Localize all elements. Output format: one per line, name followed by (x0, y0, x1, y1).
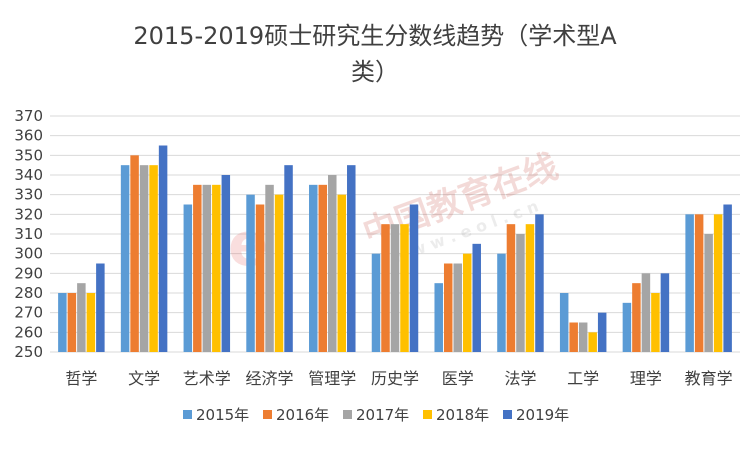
bar-2018年-教育学 (713, 214, 723, 352)
bar-2017年-教育学 (704, 234, 713, 352)
legend-label: 2017年 (356, 406, 409, 424)
bar-2017年-工学 (578, 322, 588, 352)
y-tick-label: 280 (14, 284, 43, 302)
bar-2015年-教育学 (685, 214, 694, 352)
bar-2019年-历史学 (409, 204, 419, 352)
bar-2017年-法学 (516, 234, 525, 352)
bar-2015年-艺术学 (183, 204, 193, 352)
y-tick-label: 310 (14, 225, 43, 243)
legend-swatch (423, 410, 432, 419)
bar-2017年-艺术学 (202, 184, 212, 352)
bar-2016年-理学 (632, 283, 641, 352)
bar-2015年-工学 (559, 293, 569, 352)
y-tick-label: 300 (14, 245, 43, 263)
bar-2019年-医学 (472, 243, 481, 352)
chart-title-line-2: 类） (351, 58, 399, 86)
legend: 2015年 2016年 2017年 2018年 2019年 (183, 406, 569, 424)
bar-2016年-管理学 (318, 184, 328, 352)
bar-2015年-历史学 (371, 253, 381, 352)
y-tick-label: 340 (14, 166, 43, 184)
bar-2017年-历史学 (390, 224, 400, 352)
x-category-label: 管理学 (308, 369, 356, 388)
bar-2019年-文学 (158, 145, 168, 352)
y-tick-label: 370 (14, 107, 43, 125)
y-tick-label: 330 (14, 186, 43, 204)
y-tick-label: 250 (14, 343, 43, 361)
bar-2018年-经济学 (274, 194, 284, 352)
bar-2017年-哲学 (77, 283, 86, 352)
x-category-label: 法学 (504, 369, 536, 388)
bar-2018年-哲学 (86, 293, 96, 352)
x-category-label: 哲学 (65, 369, 97, 388)
bar-2018年-医学 (462, 253, 472, 352)
bar-2017年-经济学 (265, 184, 274, 352)
y-tick-label: 320 (14, 205, 43, 223)
bar-2017年-管理学 (328, 175, 337, 352)
bar-2019年-理学 (660, 273, 670, 352)
x-category-label: 艺术学 (183, 369, 231, 388)
x-category-label: 理学 (630, 369, 662, 388)
legend-label: 2016年 (276, 406, 329, 424)
y-tick-label: 290 (14, 264, 43, 282)
bar-2019年-哲学 (96, 263, 105, 352)
bar-2015年-哲学 (58, 293, 67, 352)
bar-2015年-医学 (434, 283, 443, 352)
bar-2017年-医学 (453, 263, 462, 352)
bar-2015年-文学 (120, 165, 130, 352)
y-tick-label: 270 (14, 304, 43, 322)
bar-2018年-文学 (149, 165, 158, 352)
legend-swatch (183, 410, 192, 419)
legend-label: 2019年 (516, 406, 569, 424)
bar-2019年-工学 (597, 312, 607, 352)
bar-2018年-理学 (651, 293, 660, 352)
x-category-label: 文学 (128, 369, 160, 388)
bar-2016年-经济学 (255, 204, 265, 352)
bar-2019年-法学 (535, 214, 544, 352)
x-category-label: 教育学 (685, 369, 733, 388)
x-category-label: 医学 (442, 369, 474, 388)
legend-label: 2018年 (436, 406, 489, 424)
bar-2019年-艺术学 (221, 175, 231, 352)
bar-2016年-艺术学 (193, 184, 202, 352)
bar-2015年-理学 (622, 302, 632, 352)
legend-swatch (263, 410, 272, 419)
bar-2016年-教育学 (694, 214, 704, 352)
bar-2016年-历史学 (381, 224, 390, 352)
bar-2018年-历史学 (400, 224, 409, 352)
bar-2019年-经济学 (284, 165, 293, 352)
x-category-label: 经济学 (246, 369, 294, 388)
bar-2018年-艺术学 (212, 184, 221, 352)
x-category-label: 工学 (567, 369, 599, 388)
y-tick-label: 260 (14, 323, 43, 341)
bar-2015年-法学 (497, 253, 506, 352)
bar-2015年-管理学 (309, 184, 318, 352)
bar-2016年-医学 (443, 263, 453, 352)
bar-2016年-文学 (130, 155, 139, 352)
x-axis-categories: 哲学 文学 艺术学 经济学 管理学 历史学 医学 法学 工学 理学 教育学 (65, 369, 732, 388)
bar-2018年-管理学 (337, 194, 347, 352)
bar-2018年-法学 (525, 224, 535, 352)
bar-2019年-管理学 (347, 165, 356, 352)
legend-label: 2015年 (196, 406, 249, 424)
bar-2017年-理学 (641, 273, 651, 352)
bar-2016年-哲学 (67, 293, 77, 352)
bars (58, 145, 732, 352)
y-tick-label: 360 (14, 127, 43, 145)
bar-2018年-工学 (588, 332, 597, 352)
bar-2016年-法学 (506, 224, 516, 352)
legend-swatch (343, 410, 352, 419)
legend-swatch (503, 410, 512, 419)
chart-title-line-1: 2015-2019硕士研究生分数线趋势（学术型A (133, 22, 617, 50)
y-tick-label: 350 (14, 146, 43, 164)
bar-2019年-教育学 (723, 204, 732, 352)
bar-2015年-经济学 (246, 194, 255, 352)
bar-2016年-工学 (569, 322, 578, 352)
bar-2017年-文学 (139, 165, 149, 352)
x-category-label: 历史学 (371, 369, 419, 388)
